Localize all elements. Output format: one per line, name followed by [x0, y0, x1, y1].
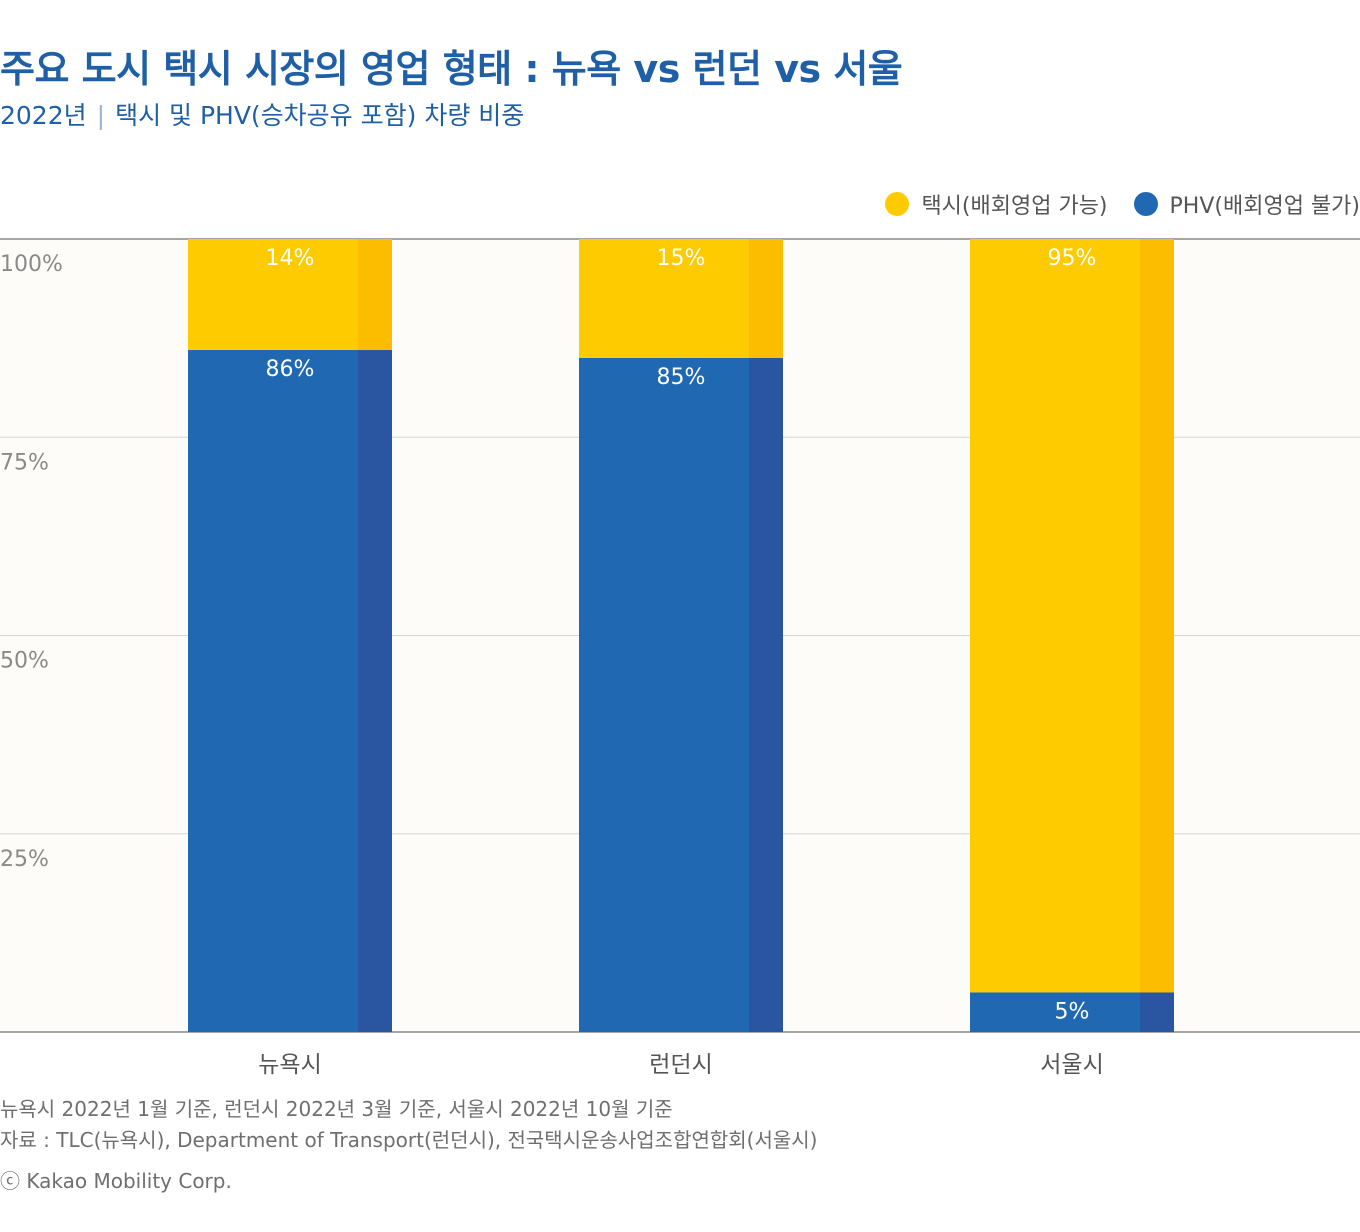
subtitle-year: 2022년	[0, 101, 87, 130]
subtitle-separator: |	[96, 101, 106, 130]
chart-notes: 뉴욕시 2022년 1월 기준, 런던시 2022년 3월 기준, 서울시 20…	[0, 1094, 818, 1156]
chart-subtitle: 2022년 | 택시 및 PHV(승차공유 포함) 차량 비중	[0, 96, 524, 132]
data-label-taxi: 95%	[1048, 246, 1097, 271]
note-source: 자료 : TLC(뉴욕시), Department of Transport(런…	[0, 1128, 818, 1152]
note-date-basis: 뉴욕시 2022년 1월 기준, 런던시 2022년 3월 기준, 서울시 20…	[0, 1097, 673, 1121]
data-label-phv: 5%	[1055, 999, 1090, 1024]
y-tick-label: 25%	[0, 847, 49, 872]
data-label-taxi: 14%	[266, 246, 315, 271]
bar-taxi-shade	[1140, 239, 1174, 993]
subtitle-description: 택시 및 PHV(승차공유 포함) 차량 비중	[115, 101, 525, 130]
data-label-taxi: 15%	[657, 246, 706, 271]
data-label-phv: 86%	[266, 357, 315, 382]
bar-taxi-shade	[749, 239, 783, 358]
stacked-bar-chart: 25% 50% 75% 100% 14% 86% 뉴욕시 15% 85% 런던시 95% 5% 서울시	[0, 238, 1360, 1078]
bar-phv-shade	[1140, 992, 1174, 1032]
y-tick-label: 100%	[0, 252, 63, 277]
bar-phv-shade	[358, 350, 392, 1032]
y-tick-label: 75%	[0, 450, 49, 475]
chart-title: 주요 도시 택시 시장의 영업 형태 : 뉴욕 vs 런던 vs 서울	[0, 47, 903, 91]
x-category-label: 뉴욕시	[258, 1052, 321, 1078]
x-category-label: 서울시	[1040, 1052, 1103, 1078]
data-label-phv: 85%	[657, 365, 706, 390]
chart-legend: 택시(배회영업 가능) PHV(배회영업 불가)	[885, 188, 1360, 220]
x-category-label: 런던시	[649, 1052, 712, 1078]
legend-label-taxi: 택시(배회영업 가능)	[921, 194, 1108, 219]
legend-item-phv: PHV(배회영업 불가)	[1133, 188, 1360, 220]
bar-taxi-shade	[358, 239, 392, 351]
y-tick-label: 50%	[0, 649, 49, 674]
legend-swatch-taxi	[885, 192, 910, 216]
bar-phv-shade	[749, 357, 783, 1032]
legend-item-taxi: 택시(배회영업 가능)	[885, 188, 1108, 220]
legend-swatch-phv	[1133, 192, 1158, 216]
legend-label-phv: PHV(배회영업 불가)	[1169, 194, 1360, 219]
copyright-text: ⓒ Kakao Mobility Corp.	[0, 1169, 232, 1193]
